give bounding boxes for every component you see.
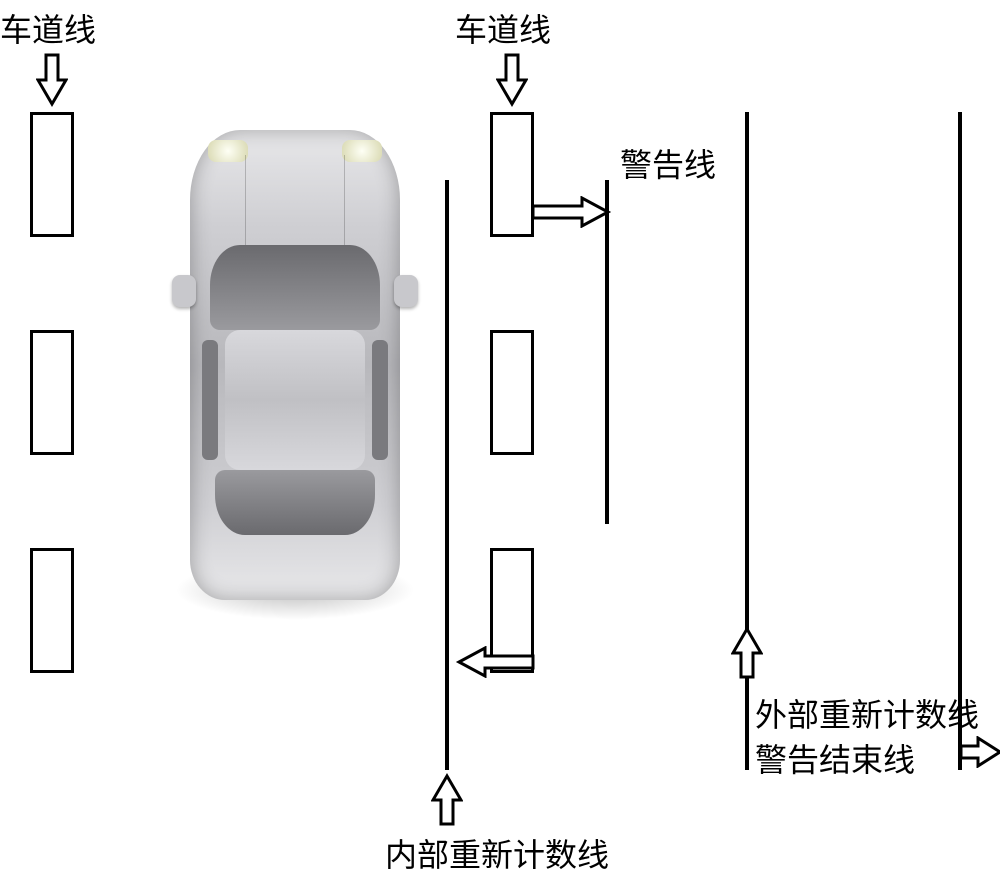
arrow-down-icon <box>496 52 528 108</box>
label-warning-end: 警告结束线 <box>755 735 915 781</box>
arrow-left-icon <box>455 646 537 678</box>
label-outer-recount: 外部重新计数线 <box>755 690 979 736</box>
lane-dash-left <box>30 112 74 237</box>
lane-dash-right <box>490 330 534 455</box>
arrow-down-icon <box>36 52 68 108</box>
lane-dash-right <box>490 112 534 237</box>
arrow-up-icon <box>431 772 463 828</box>
warning-line <box>605 180 609 524</box>
lane-warning-diagram: 车道线 车道线 警告线 外部重新计数线 警告结束线 内部重新计数线 <box>0 0 1000 888</box>
car-top-view <box>190 130 400 600</box>
label-warning-line: 警告线 <box>620 140 716 186</box>
lane-dash-left <box>30 330 74 455</box>
label-inner-recount: 内部重新计数线 <box>385 830 609 876</box>
label-lane-right: 车道线 <box>455 5 551 51</box>
label-lane-left: 车道线 <box>0 5 96 51</box>
arrow-up-icon <box>731 625 763 681</box>
arrow-right-icon <box>530 196 612 228</box>
lane-dash-left <box>30 548 74 673</box>
warning-end-line <box>958 112 962 770</box>
inner-recount-line <box>445 180 449 770</box>
arrow-right-icon <box>958 736 1000 768</box>
